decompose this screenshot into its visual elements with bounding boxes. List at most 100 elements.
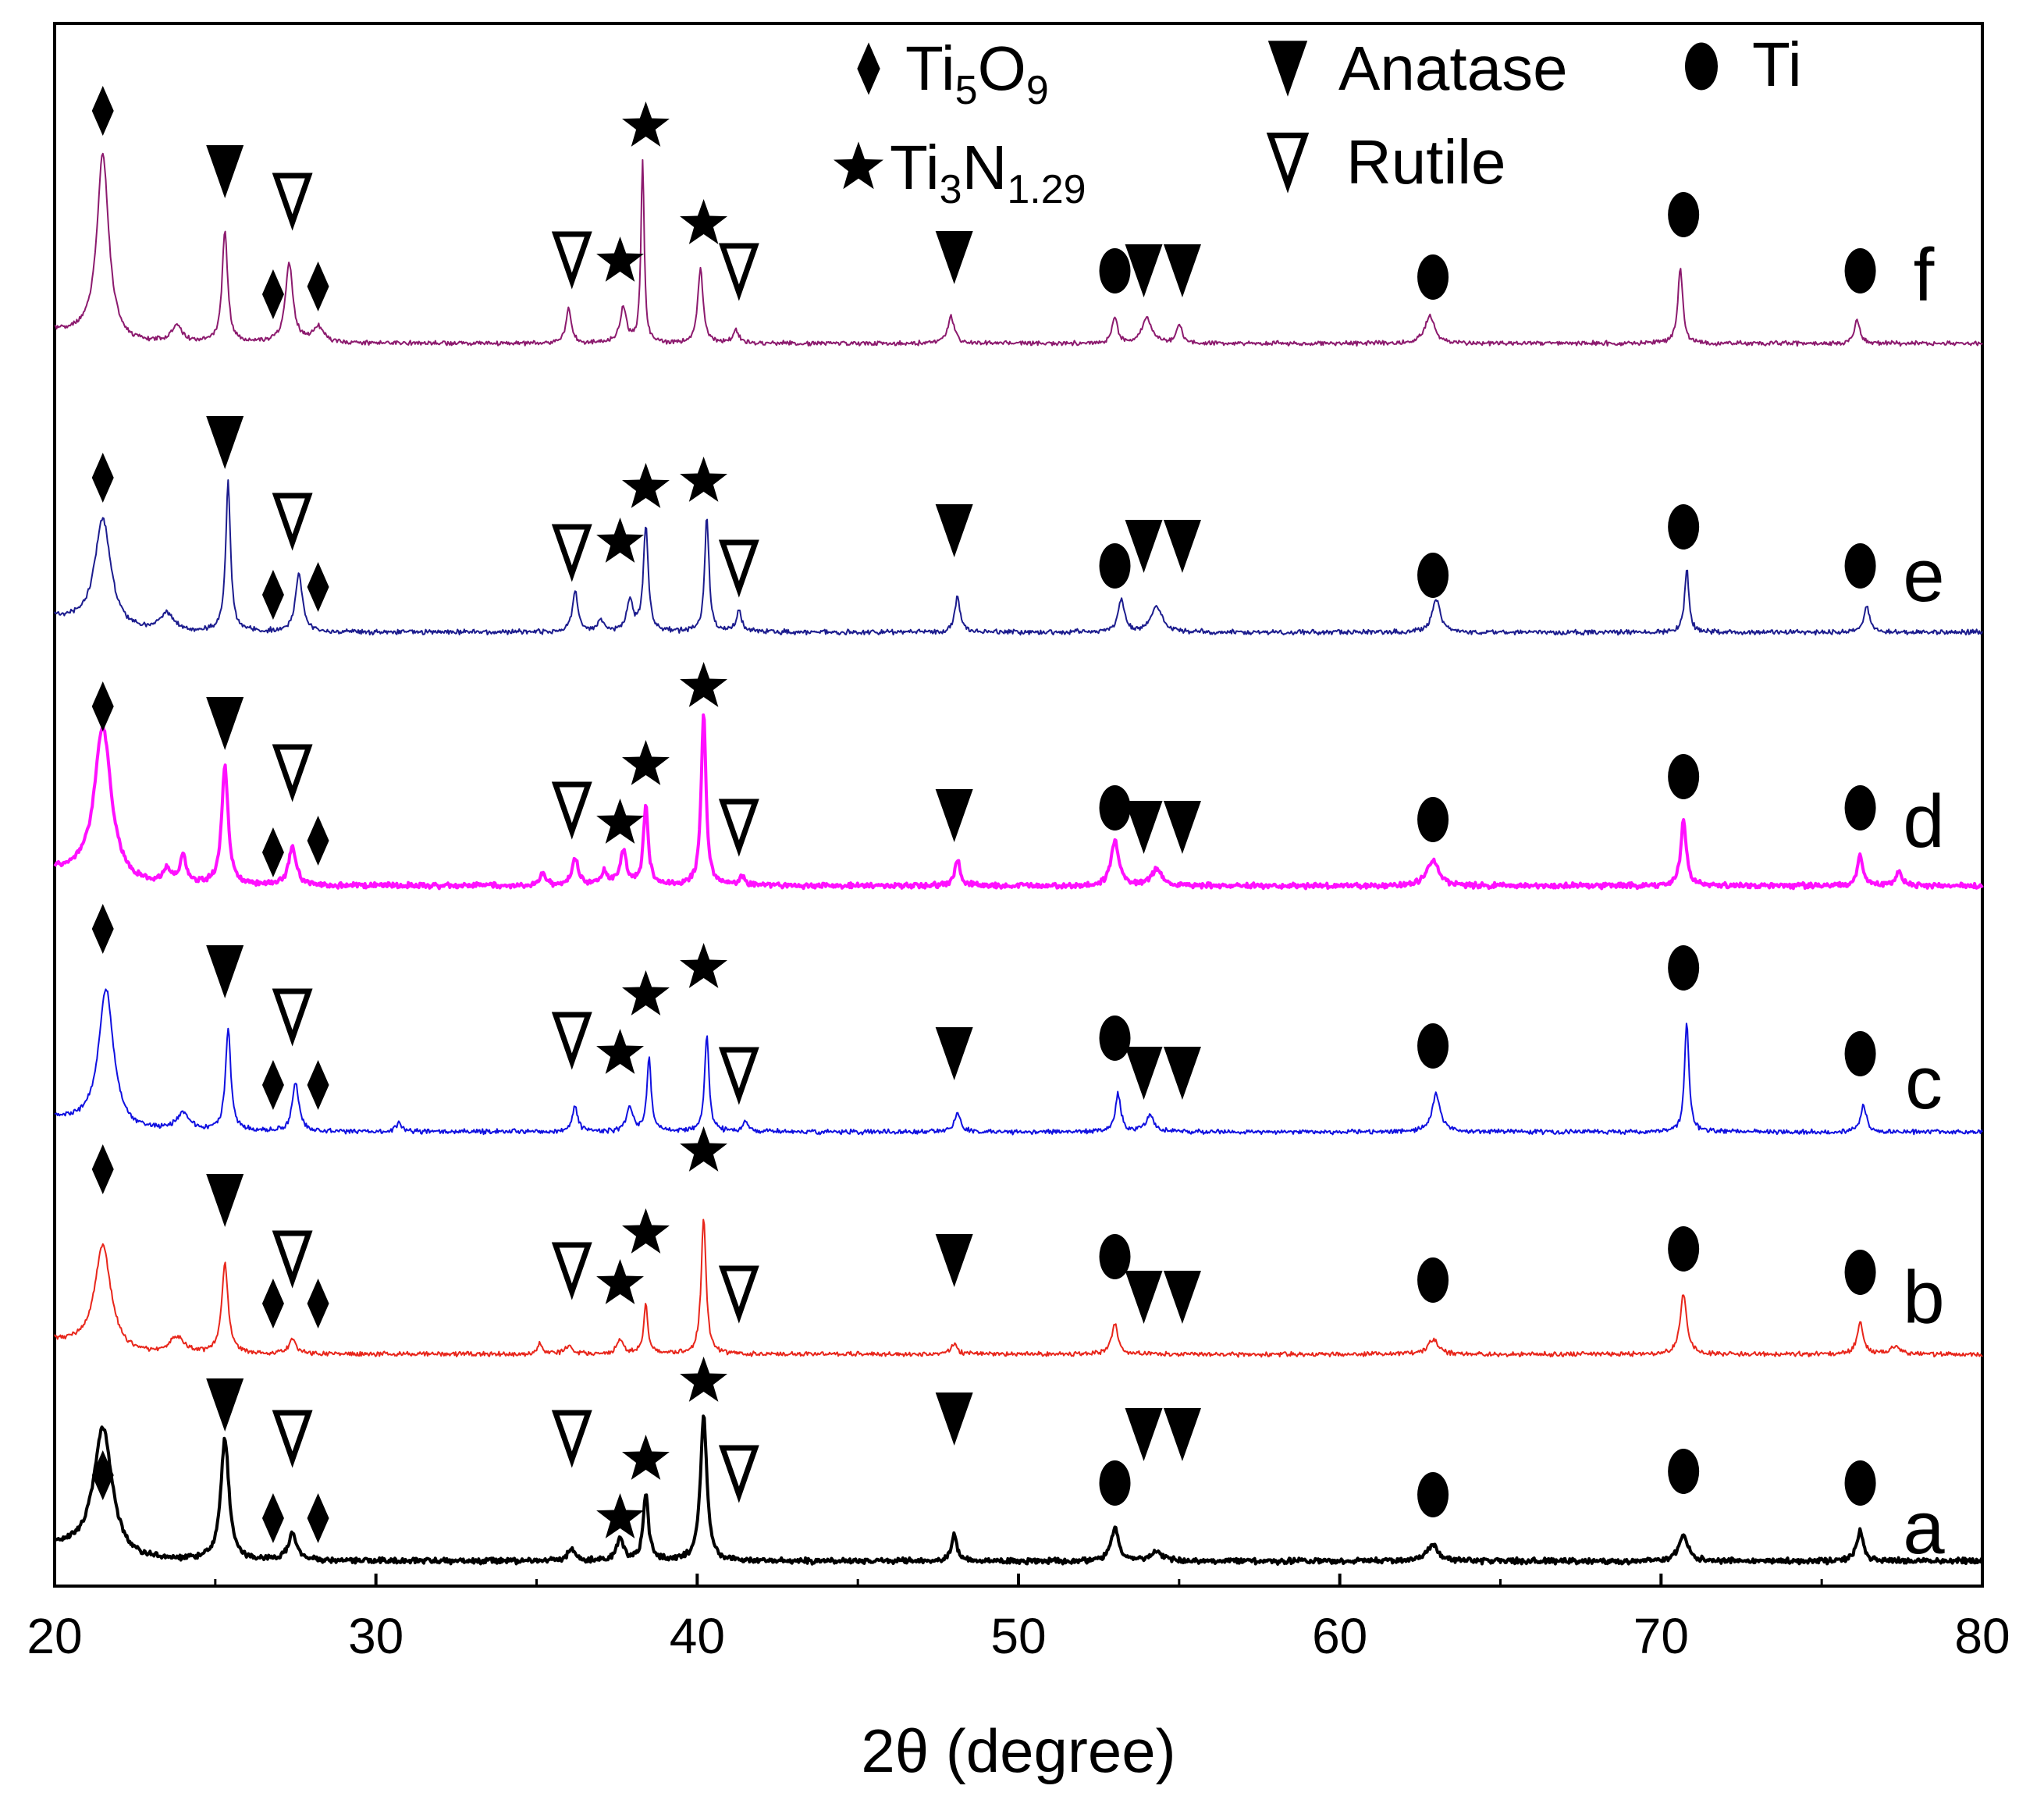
marker-e-rutile-0 bbox=[272, 493, 313, 551]
marker-c-ti5o9-2 bbox=[307, 1060, 329, 1110]
marker-a-anatase-1 bbox=[935, 1393, 973, 1446]
marker-f-ti-1 bbox=[1417, 254, 1449, 300]
marker-b-anatase-1 bbox=[935, 1234, 973, 1287]
marker-e-ti5o9-0 bbox=[91, 453, 114, 503]
phase-marker-group bbox=[91, 86, 1876, 1543]
marker-b-rutile-2 bbox=[718, 1265, 759, 1324]
marker-b-ti5o9-1 bbox=[261, 1279, 284, 1328]
legend-label-0: Ti5O9 bbox=[905, 34, 1049, 113]
marker-a-ti3n-0 bbox=[596, 1493, 644, 1538]
marker-c-ti3n-2 bbox=[680, 943, 727, 988]
marker-b-ti3n-2 bbox=[680, 1126, 727, 1172]
marker-e-rutile-1 bbox=[551, 524, 592, 582]
marker-a-rutile-0 bbox=[272, 1410, 313, 1468]
marker-b-anatase-3 bbox=[1163, 1271, 1201, 1324]
legend-label-1: Ti3N1.29 bbox=[890, 133, 1086, 212]
marker-f-ti3n-1 bbox=[622, 101, 670, 147]
legend-label-4: Ti bbox=[1752, 30, 1802, 99]
marker-e-anatase-1 bbox=[935, 504, 973, 557]
marker-c-anatase-0 bbox=[206, 945, 244, 998]
marker-a-anatase-2 bbox=[1125, 1408, 1163, 1461]
marker-d-ti5o9-0 bbox=[91, 681, 114, 731]
marker-c-ti-1 bbox=[1417, 1023, 1449, 1069]
curve-c bbox=[54, 988, 1983, 1136]
marker-a-ti5o9-1 bbox=[261, 1493, 284, 1543]
plot-frame bbox=[53, 22, 1984, 1588]
curve-f bbox=[54, 152, 1983, 347]
marker-b-rutile-1 bbox=[551, 1242, 592, 1300]
marker-d-ti3n-1 bbox=[622, 740, 670, 785]
marker-b-ti5o9-0 bbox=[91, 1144, 114, 1194]
curve-e bbox=[54, 479, 1983, 636]
marker-d-rutile-0 bbox=[272, 744, 313, 802]
marker-e-ti5o9-2 bbox=[307, 562, 329, 612]
marker-f-ti5o9-2 bbox=[307, 261, 329, 311]
marker-c-rutile-1 bbox=[551, 1012, 592, 1070]
marker-d-rutile-2 bbox=[718, 799, 759, 857]
curve-a bbox=[53, 1414, 1984, 1566]
marker-d-ti3n-0 bbox=[596, 799, 644, 844]
marker-e-anatase-3 bbox=[1163, 520, 1201, 573]
marker-c-rutile-2 bbox=[718, 1047, 759, 1105]
marker-f-rutile-0 bbox=[272, 173, 313, 231]
marker-d-anatase-0 bbox=[206, 697, 244, 750]
marker-c-ti3n-1 bbox=[622, 970, 670, 1015]
marker-f-ti5o9-0 bbox=[91, 86, 114, 136]
marker-e-ti3n-2 bbox=[680, 457, 727, 502]
marker-e-ti-3 bbox=[1844, 543, 1876, 589]
curve-b bbox=[54, 1218, 1983, 1358]
marker-b-ti-3 bbox=[1844, 1250, 1876, 1295]
marker-d-ti5o9-1 bbox=[261, 827, 284, 877]
x-tick-label-30: 30 bbox=[348, 1608, 403, 1664]
marker-c-ti-3 bbox=[1844, 1031, 1876, 1076]
marker-b-anatase-2 bbox=[1125, 1271, 1163, 1324]
marker-d-anatase-1 bbox=[935, 789, 973, 842]
curve-label-f: f bbox=[1914, 233, 1935, 317]
marker-e-ti3n-0 bbox=[596, 518, 644, 563]
marker-d-anatase-3 bbox=[1163, 801, 1201, 854]
legend-circle-icon bbox=[1685, 42, 1718, 91]
marker-a-ti-3 bbox=[1844, 1460, 1876, 1506]
curve-label-a: a bbox=[1903, 1486, 1945, 1570]
marker-e-ti3n-1 bbox=[622, 463, 670, 508]
marker-b-rutile-0 bbox=[272, 1230, 313, 1289]
marker-c-anatase-2 bbox=[1125, 1047, 1163, 1100]
legend: Ti5O9 Ti3N1.29 Anatase Rutile Ti bbox=[834, 30, 1802, 212]
x-tick-label-70: 70 bbox=[1633, 1608, 1689, 1664]
legend-label-3: Rutile bbox=[1346, 127, 1506, 197]
marker-d-ti-3 bbox=[1844, 785, 1876, 831]
marker-d-ti5o9-2 bbox=[307, 816, 329, 866]
marker-f-anatase-3 bbox=[1163, 244, 1201, 297]
marker-d-ti-2 bbox=[1668, 754, 1700, 799]
marker-c-rutile-0 bbox=[272, 988, 313, 1047]
curve-label-b: b bbox=[1903, 1256, 1944, 1339]
x-tick-label-20: 20 bbox=[27, 1608, 82, 1664]
marker-e-rutile-2 bbox=[718, 539, 759, 598]
marker-a-rutile-2 bbox=[718, 1445, 759, 1503]
marker-a-ti5o9-2 bbox=[307, 1493, 329, 1543]
marker-c-anatase-1 bbox=[935, 1027, 973, 1080]
marker-a-ti-1 bbox=[1417, 1472, 1449, 1517]
marker-f-ti-3 bbox=[1844, 248, 1876, 293]
marker-b-ti5o9-2 bbox=[307, 1279, 329, 1328]
marker-b-ti3n-0 bbox=[596, 1259, 644, 1304]
marker-c-ti5o9-0 bbox=[91, 904, 114, 954]
curve-label-d: d bbox=[1903, 780, 1944, 863]
marker-d-rutile-1 bbox=[551, 781, 592, 840]
marker-f-anatase-2 bbox=[1125, 244, 1163, 297]
marker-a-anatase-0 bbox=[206, 1378, 244, 1432]
marker-e-ti5o9-1 bbox=[261, 570, 284, 620]
curve-label-group: a b c d e f bbox=[1903, 233, 1945, 1570]
x-tick-label-80: 80 bbox=[1954, 1608, 2010, 1664]
marker-f-rutile-2 bbox=[718, 243, 759, 301]
marker-a-ti5o9-0 bbox=[91, 1450, 114, 1500]
marker-a-anatase-3 bbox=[1163, 1408, 1201, 1461]
marker-d-ti-1 bbox=[1417, 797, 1449, 842]
legend-triangle-open-icon bbox=[1266, 132, 1310, 194]
marker-e-anatase-2 bbox=[1125, 520, 1163, 573]
marker-f-ti3n-2 bbox=[680, 199, 727, 244]
marker-f-ti-0 bbox=[1099, 248, 1131, 293]
x-tick-label-60: 60 bbox=[1312, 1608, 1367, 1664]
marker-f-ti5o9-1 bbox=[261, 269, 284, 319]
